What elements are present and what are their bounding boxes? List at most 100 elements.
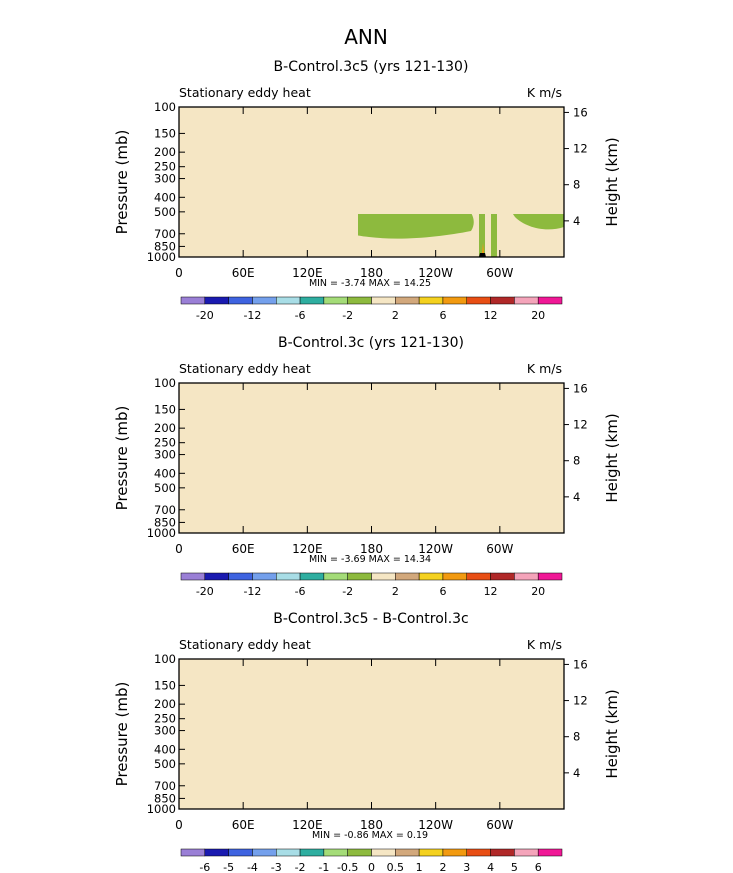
right-tick-label: 12 xyxy=(573,142,588,156)
right-tick-label: 4 xyxy=(573,490,580,504)
y-tick-label: 300 xyxy=(154,724,176,738)
colorbar-swatch xyxy=(371,848,396,857)
contour-region xyxy=(513,214,564,230)
colorbar-swatch xyxy=(204,848,229,857)
contour-fills xyxy=(358,214,564,257)
colorbar-label: 5 xyxy=(511,861,518,873)
colorbar-swatch xyxy=(466,572,491,581)
y-tick-label: 400 xyxy=(154,742,176,756)
y-tick-label: 500 xyxy=(154,205,176,219)
right-axis-label: Height (km) xyxy=(603,137,621,226)
y-tick-label: 850 xyxy=(154,791,176,805)
y-tick-label: 100 xyxy=(154,652,176,666)
contour-region xyxy=(479,214,485,257)
colorbar-label: 20 xyxy=(531,309,545,322)
colorbar-swatch xyxy=(537,572,563,581)
colorbar-swatch xyxy=(371,572,396,581)
colorbar-label: -2 xyxy=(342,585,353,598)
colorbar-label: 2 xyxy=(392,309,399,322)
colorbar-swatch xyxy=(276,848,301,857)
colorbar-label: 4 xyxy=(487,861,494,873)
colorbar-swatch xyxy=(395,296,420,305)
y-tick-label: 850 xyxy=(154,239,176,253)
x-tick-label: 60W xyxy=(486,818,513,832)
colorbar-label: -20 xyxy=(196,309,214,322)
right-axis-label: Height (km) xyxy=(603,689,621,778)
y-tick-label: 400 xyxy=(154,190,176,204)
colorbar-swatch xyxy=(299,848,325,857)
min-max-stats: MIN = -0.86 MAX = 0.19 xyxy=(312,830,428,841)
colorbar-swatch xyxy=(347,848,372,857)
colorbar-swatch xyxy=(323,296,348,305)
colorbar-label: -12 xyxy=(243,585,261,598)
contour-region xyxy=(482,243,484,253)
plot-background xyxy=(179,383,564,533)
colorbar-swatch xyxy=(442,296,467,305)
colorbar-swatch xyxy=(418,572,444,581)
colorbar-label: -12 xyxy=(243,309,261,322)
right-tick-label: 16 xyxy=(573,657,588,671)
panel-title: B-Control.3c5 - B-Control.3c xyxy=(273,611,469,627)
colorbar-label: -1 xyxy=(318,861,329,873)
colorbar-label: -6 xyxy=(295,585,306,598)
colorbar-swatch xyxy=(490,296,515,305)
panel-subtitle: Stationary eddy heat xyxy=(179,361,311,376)
colorbar-label: 0 xyxy=(368,861,375,873)
colorbar-label: 12 xyxy=(484,309,498,322)
panel-subtitle: Stationary eddy heat xyxy=(179,85,311,100)
terrain xyxy=(479,253,486,257)
y-tick-label: 1000 xyxy=(147,526,176,540)
x-tick-label: 180 xyxy=(360,542,383,556)
right-axis-label: Height (km) xyxy=(603,413,621,502)
colorbar-label: -3 xyxy=(271,861,282,873)
y-tick-label: 100 xyxy=(154,100,176,114)
min-max-stats: MIN = -3.69 MAX = 14.34 xyxy=(309,554,431,565)
colorbar-swatch xyxy=(347,296,372,305)
y-tick-label: 100 xyxy=(154,376,176,390)
right-tick-label: 8 xyxy=(573,454,580,468)
y-tick-label: 200 xyxy=(154,145,176,159)
panel-subtitle: Stationary eddy heat xyxy=(179,637,311,652)
x-tick-label: 120E xyxy=(292,818,323,832)
colorbar-swatch xyxy=(466,296,491,305)
colorbar-swatch xyxy=(228,296,253,305)
x-tick-label: 120E xyxy=(292,542,323,556)
panel-title: B-Control.3c5 (yrs 121-130) xyxy=(274,59,469,75)
colorbar-swatch xyxy=(418,296,444,305)
y-tick-label: 300 xyxy=(154,172,176,186)
colorbar-swatch xyxy=(180,296,206,305)
x-tick-label: 180 xyxy=(360,818,383,832)
colorbar-swatch xyxy=(537,296,563,305)
right-tick-label: 16 xyxy=(573,105,588,119)
chart-panel-2: B-Control.3c (yrs 121-130) Stationary edd… xyxy=(113,335,621,598)
colorbar-swatch xyxy=(514,572,539,581)
figure-title: ANN xyxy=(344,25,388,49)
colorbar-label: 20 xyxy=(531,585,545,598)
y-tick-label: 850 xyxy=(154,515,176,529)
colorbar-swatch xyxy=(395,848,420,857)
colorbar-swatch xyxy=(371,296,396,305)
y-axis-label: Pressure (mb) xyxy=(113,682,131,787)
x-tick-label: 120W xyxy=(418,266,453,280)
colorbar-swatch xyxy=(228,848,253,857)
x-tick-label: 180 xyxy=(360,266,383,280)
x-tick-label: 60W xyxy=(486,542,513,556)
y-tick-label: 200 xyxy=(154,697,176,711)
colorbar-swatch xyxy=(276,296,301,305)
right-tick-label: 4 xyxy=(573,214,580,228)
colorbar-swatch xyxy=(490,848,515,857)
colorbar-swatch xyxy=(537,848,563,857)
colorbar-swatch xyxy=(442,572,467,581)
colorbar-swatch xyxy=(204,296,229,305)
colorbar-label: -2 xyxy=(295,861,306,873)
colorbar-swatch xyxy=(252,572,277,581)
colorbar-label: 12 xyxy=(484,585,498,598)
x-tick-label: 120W xyxy=(418,818,453,832)
y-tick-label: 500 xyxy=(154,481,176,495)
colorbar-label: 6 xyxy=(439,585,446,598)
right-tick-label: 8 xyxy=(573,178,580,192)
x-tick-label: 120E xyxy=(292,266,323,280)
x-tick-label: 60E xyxy=(232,266,255,280)
y-tick-label: 300 xyxy=(154,448,176,462)
